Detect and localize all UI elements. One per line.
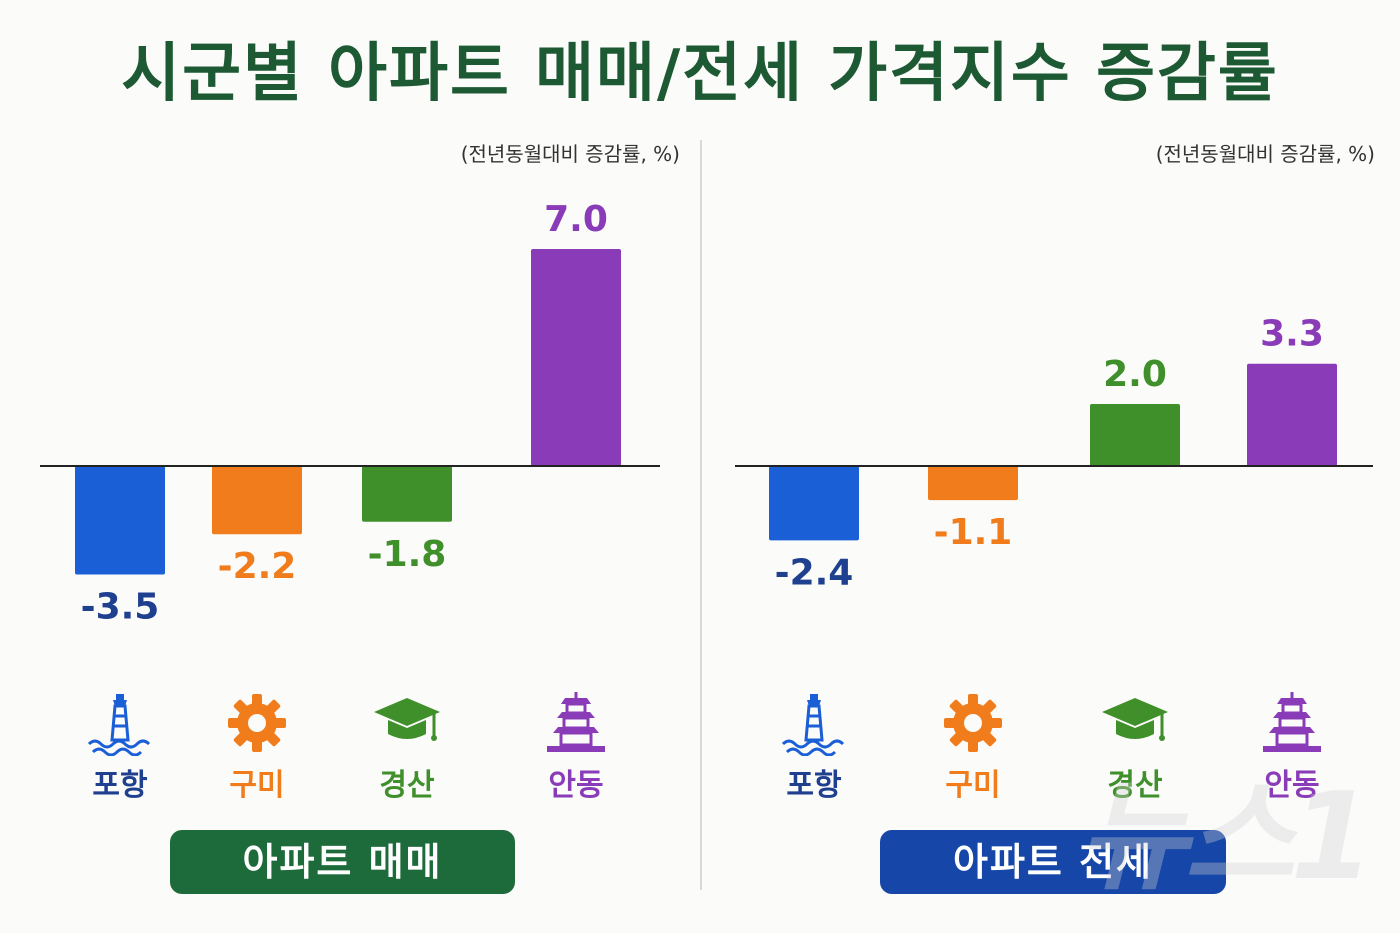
value-label-2: 2.0 [1103,354,1167,395]
value-label-1: -2.2 [218,546,297,587]
value-label-1: -1.1 [934,512,1013,553]
bar-0 [769,466,859,541]
city-label: 포항 [60,690,180,804]
graduation-cap-icon [374,698,440,741]
bar-2 [1090,404,1180,466]
value-label-3: 7.0 [544,199,608,240]
city-name: 경산 [379,768,435,803]
lighthouse-icon [87,694,151,756]
jeonse-badge: 아파트 전세 [880,830,1226,894]
city-label: 구미 [197,690,317,804]
bar-1 [928,466,1018,501]
city-name: 구미 [945,768,1001,803]
panel-divider [700,140,702,890]
value-label-2: -1.8 [368,534,447,575]
city-label: 경산 [1075,690,1195,804]
jeonse-chart-panel: (전년동월대비 증감률, %) -2.4 -1.1 2.0 3.3 포항 구미 경산 … [715,130,1375,930]
lighthouse-icon [781,694,845,756]
value-label-3: 3.3 [1260,314,1324,355]
city-label: 경산 [347,690,467,804]
city-name: 포항 [92,768,148,803]
city-name: 포항 [786,768,842,803]
sale-badge: 아파트 매매 [170,830,515,894]
city-label: 안동 [1232,690,1352,804]
city-name: 구미 [229,768,285,803]
bar-1 [212,466,302,535]
pagoda-icon [547,692,605,752]
unit-note: (전년동월대비 증감률, %) [460,142,680,166]
graduation-cap-icon [1102,698,1168,741]
bar-3 [531,249,621,466]
page-title: 시군별 아파트 매매/전세 가격지수 증감률 [121,37,1279,111]
gear-icon [944,694,1002,752]
value-label-0: -2.4 [775,552,854,593]
sale-bar-chart: -3.5 -2.2 -1.8 7.0 [40,199,660,628]
sale-chart-panel: (전년동월대비 증감률, %) -3.5 -2.2 -1.8 7.0 포항 구미 경산… [20,130,680,930]
city-name: 안동 [1264,768,1320,803]
bar-2 [362,466,452,522]
value-label-0: -3.5 [81,587,160,628]
city-label: 포항 [754,690,874,804]
city-name: 안동 [548,768,604,803]
city-label: 구미 [913,690,1033,804]
gear-icon [228,694,286,752]
unit-note: (전년동월대비 증감률, %) [1155,142,1375,166]
pagoda-icon [1263,692,1321,752]
news-watermark: 뉴스1 [1077,768,1374,907]
jeonse-bar-chart: -2.4 -1.1 2.0 3.3 [735,314,1373,593]
bar-0 [75,466,165,575]
city-label: 안동 [516,690,636,804]
bar-3 [1247,363,1337,466]
city-name: 경산 [1107,768,1163,803]
